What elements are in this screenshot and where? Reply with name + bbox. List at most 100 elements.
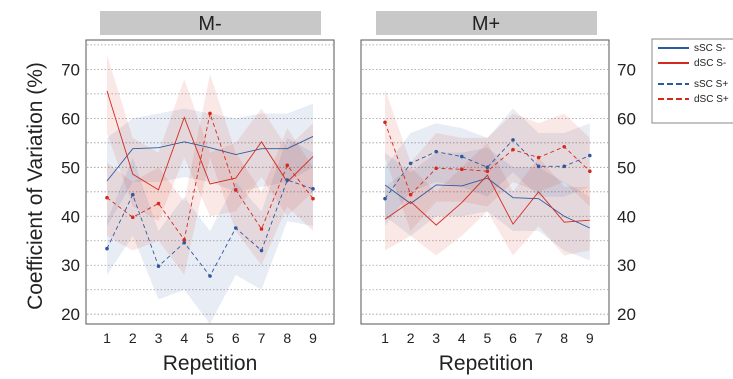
data-point [562,144,566,149]
data-point [408,161,413,166]
x-tick-label: 9 [309,330,317,346]
confidence-band [107,54,313,222]
panel-title-strip [376,11,597,35]
data-point [434,149,439,154]
series-line [106,136,314,182]
x-tick-label: 5 [206,330,214,346]
data-point [182,240,187,245]
data-point [105,246,109,251]
x-tick-label: 4 [180,330,188,346]
data-point [233,226,238,230]
data-point [182,237,187,242]
y-tick-labels: 20 30 40 50 60 70 [61,60,80,324]
confidence-band [107,137,313,324]
series-line [384,139,590,199]
series-lines [383,120,592,229]
x-tick-label: 7 [535,330,543,346]
y-tick-label: 40 [61,207,80,226]
data-point [156,201,161,206]
data-point [383,196,387,201]
y-tick-label: 30 [61,256,80,275]
series-line [106,90,314,191]
data-point [588,153,592,158]
data-point [285,178,290,182]
data-point [562,164,566,169]
data-point [130,192,135,197]
data-point [233,188,238,192]
data-point [311,196,315,201]
y-tick-label: 70 [61,60,80,79]
x-tick-label: 5 [484,330,492,346]
x-tick-labels: 1 2 3 4 5 6 7 8 9 [381,330,594,346]
legend-label: sSC S- [694,43,726,54]
series-line [384,177,590,229]
series-lines [105,90,315,278]
legend-label: dSC S+ [694,94,729,105]
data-point [460,154,464,159]
x-tick-label: 3 [432,330,440,346]
confidence-band [385,142,590,256]
data-point [485,165,490,170]
confidence-band [107,74,313,276]
data-point [130,215,135,220]
data-point [285,163,290,168]
x-axis-title: Repetition [439,352,534,375]
y-axis-title: Coefficient of Variation (%) [24,62,47,310]
x-tick-label: 2 [407,330,415,346]
legend-label: sSC S+ [694,79,728,90]
x-tick-label: 2 [129,330,137,346]
data-point [311,187,315,191]
legend: sSC S-dSC S-sSC S+ dSC S+ [651,38,733,124]
x-tick-label: 8 [560,330,568,346]
y-tick-labels: 20 30 40 50 60 70 [617,60,636,324]
legend-label: dSC S- [694,58,726,69]
legend-box [651,38,733,124]
y-tick-label: 50 [617,158,636,177]
confidence-band [385,88,590,231]
panel-title: M- [198,13,221,35]
data-point [511,147,515,152]
x-tick-label: 7 [258,330,266,346]
data-point [208,274,212,278]
x-tick-label: 3 [155,330,163,346]
x-tick-label: 1 [381,330,389,346]
data-point [259,227,264,231]
y-tick-label: 30 [617,256,636,275]
x-tick-label: 9 [586,330,594,346]
gridlines [362,44,608,315]
confidence-band [385,147,590,261]
x-tick-label: 6 [509,330,517,346]
y-tick-label: 20 [61,305,80,324]
confidence-band [107,103,313,227]
x-tick-label: 8 [283,330,291,346]
panel-m-plus: M+ 20 30 40 50 60 70 1 2 3 4 5 6 7 8 9 Repetition [360,11,636,375]
x-tick-label: 4 [458,330,466,346]
series-line [384,174,590,226]
y-tick-label: 20 [617,305,636,324]
data-point [588,169,592,174]
y-tick-label: 60 [617,109,636,128]
data-point [511,138,515,142]
data-point [383,120,387,125]
gridlines [87,44,333,315]
panel-title-strip [100,11,321,35]
data-point [485,169,490,174]
x-tick-labels: 1 2 3 4 5 6 7 8 9 [103,330,317,346]
y-tick-label: 50 [61,158,80,177]
data-point [536,164,541,169]
panel-m-minus: M- 20 30 40 50 60 70 1 2 3 4 5 6 7 8 9 Repetition [61,11,335,375]
y-tick-label: 60 [61,109,80,128]
y-tick-label: 70 [617,60,636,79]
confidence-bands [107,54,313,324]
data-point [156,264,161,269]
data-point [259,248,264,253]
x-tick-label: 6 [232,330,240,346]
data-point [408,192,413,197]
panel-title: M+ [472,13,500,35]
data-point [460,167,464,172]
x-tick-label: 1 [103,330,111,346]
data-point [105,195,109,200]
data-point [208,111,212,116]
plot-frame [360,39,610,325]
